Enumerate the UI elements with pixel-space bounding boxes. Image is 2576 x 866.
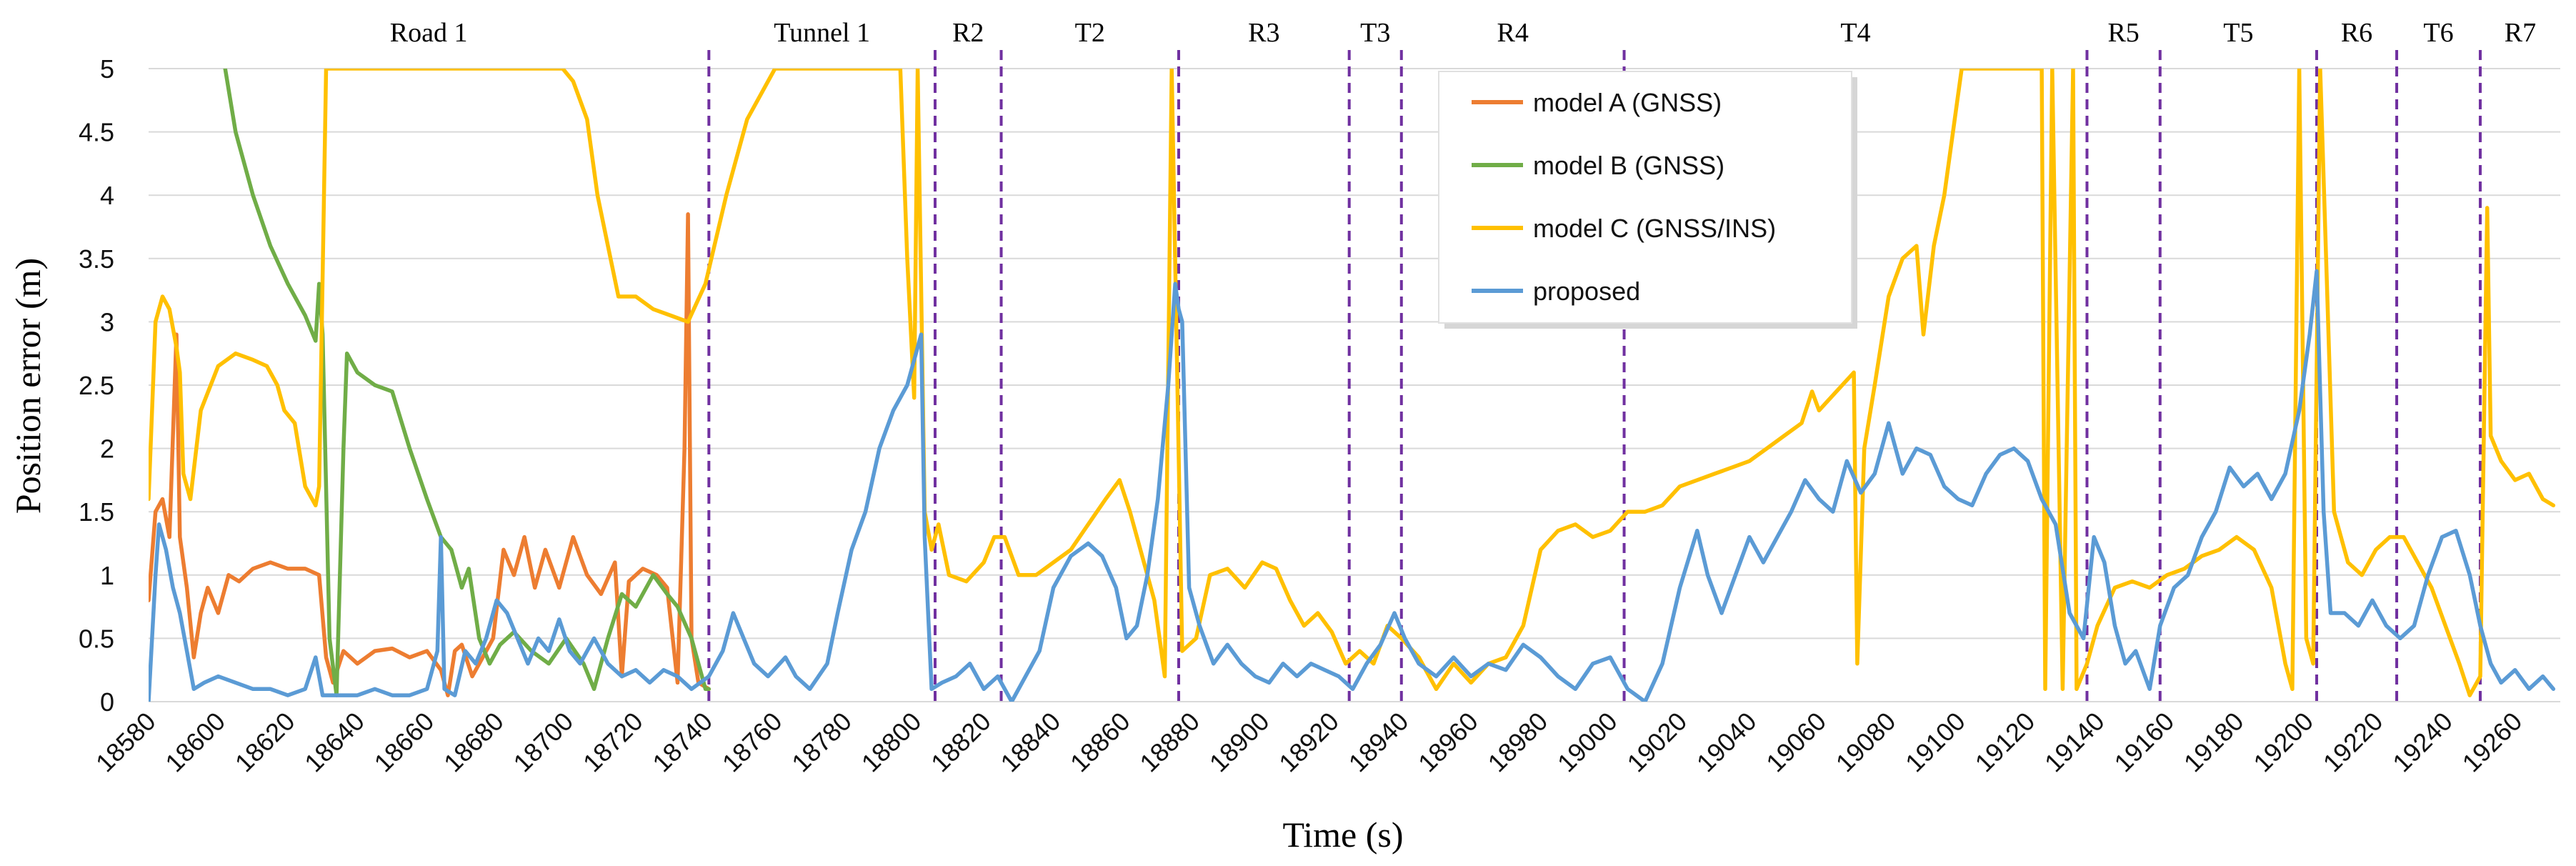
y-tick-label: 4.5 [79,118,114,147]
x-axis-label: Time (s) [1282,815,1403,855]
legend: model A (GNSS) model B (GNSS) model C (G… [1438,71,1857,329]
region-label: Tunnel 1 [774,18,870,48]
region-label: R7 [2505,18,2536,48]
y-tick-label: 5 [100,54,114,84]
y-tick-label: 3.5 [79,244,114,274]
legend-label-model-c: model C (GNSS/INS) [1533,214,1776,243]
region-label: R3 [1248,18,1279,48]
series-line-model-c [149,69,2556,697]
legend-label-model-a: model A (GNSS) [1533,88,1722,117]
series-line-proposed [149,269,2556,702]
region-label: R6 [2341,18,2372,48]
y-tick-label: 3 [100,307,114,337]
series-lines [149,69,2556,702]
y-axis-label: Position error (m) [8,258,48,514]
series-line-model-b [223,69,712,697]
region-label: T6 [2423,18,2453,48]
region-label: R4 [1497,18,1528,48]
region-dividers [707,50,2482,702]
y-tick-label: 1.5 [79,497,114,527]
y-tick-label: 2.5 [79,371,114,400]
region-label: R2 [952,18,984,48]
region-label: R5 [2107,18,2139,48]
region-label: T2 [1075,18,1105,48]
legend-label-model-b: model B (GNSS) [1533,151,1724,180]
legend-box [1438,71,1852,324]
region-label: T4 [1840,18,1870,48]
y-tick-label: 4 [100,181,114,210]
y-tick-label: 1 [100,561,114,590]
region-label: T3 [1360,18,1390,48]
legend-label-proposed: proposed [1533,277,1640,306]
region-label: Road 1 [390,18,468,48]
y-tick-labels: 0 0.5 1 1.5 2 2.5 3 3.5 4 4.5 5 [79,54,114,717]
y-tick-label: 0.5 [79,624,114,653]
y-tick-label: 0 [100,687,114,717]
region-labels: Road 1 Tunnel 1 R2 T2 R3 T3 R4 T4 R5 T5 R6 T6 R7 [390,18,2536,48]
y-tick-label: 2 [100,434,114,464]
region-label: T5 [2223,18,2253,48]
